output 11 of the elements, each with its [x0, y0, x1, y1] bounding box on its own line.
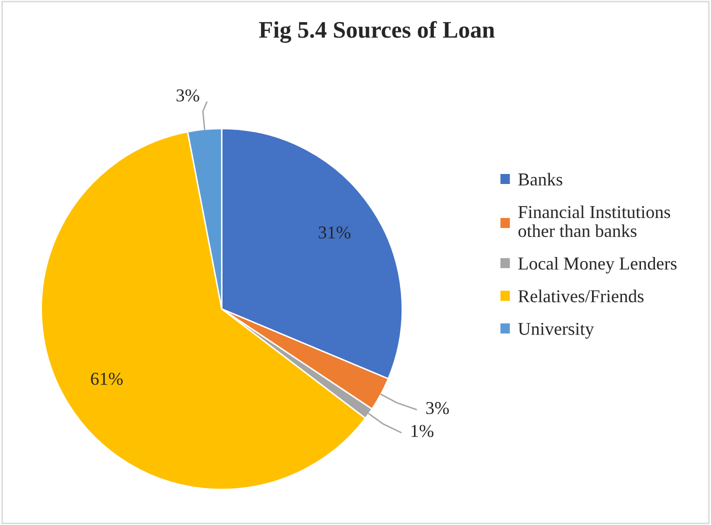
legend-label: Local Money Lenders [518, 256, 677, 274]
legend-label: Relatives/Friends [518, 290, 644, 302]
data-label: 61% [90, 372, 123, 385]
legend-label: Financial Institutions other than banks [518, 205, 670, 238]
data-label: 3% [176, 89, 200, 102]
chart-title: Fig 5.4 Sources of Loan [259, 21, 495, 43]
legend-label: Banks [518, 172, 562, 186]
legend-label: University [518, 322, 594, 339]
data-label: 3% [426, 402, 449, 414]
data-label: 1% [412, 424, 434, 438]
data-label: 31% [318, 226, 350, 239]
